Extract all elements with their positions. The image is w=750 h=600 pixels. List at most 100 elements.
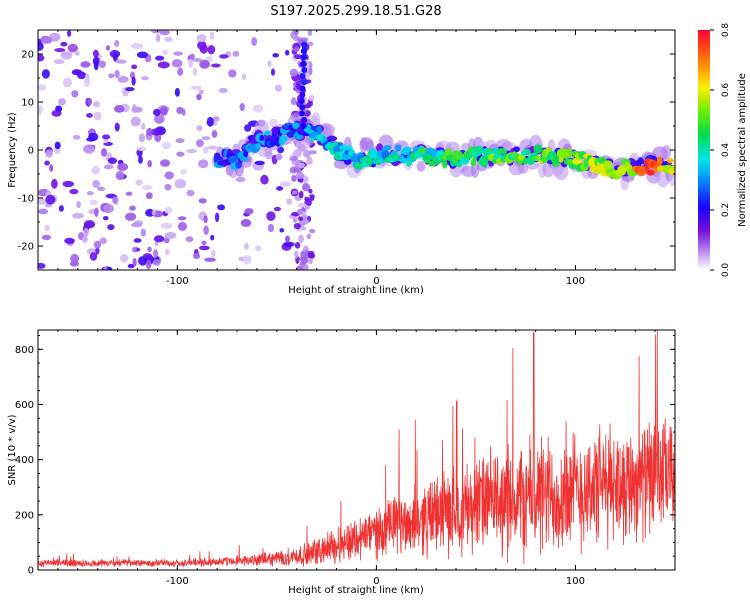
spectrogram-cell	[177, 221, 187, 232]
spectrogram-cell	[210, 234, 215, 241]
spectrogram-cell	[75, 51, 80, 56]
spectrogram-cell	[300, 48, 307, 55]
spectrogram-cell	[212, 116, 220, 122]
spectrogram-cell	[274, 84, 282, 92]
spectrogram-cell	[513, 146, 520, 153]
spectrogram-cell	[60, 41, 68, 47]
spectrogram-cell	[316, 125, 323, 135]
spectrogram-xtick-label: 0	[373, 276, 379, 287]
spectrogram-cell	[58, 98, 66, 106]
spectrogram-cell	[131, 64, 138, 70]
spectrogram-cell	[583, 157, 589, 168]
spectrogram-cell	[203, 225, 209, 236]
spectrogram-cell	[140, 228, 146, 237]
spectrogram-cell	[203, 146, 209, 154]
spectrogram-cell	[177, 67, 184, 76]
spectrogram-cell	[93, 111, 102, 121]
spectrogram-cell	[71, 90, 79, 98]
spectrogram-cell	[51, 109, 62, 117]
spectrogram-cell	[150, 30, 162, 34]
spectrogram-cell	[129, 205, 136, 211]
spectrogram-cell	[190, 53, 195, 60]
spectrogram-cell	[45, 149, 54, 158]
spectrogram-cell	[326, 135, 338, 142]
spectrogram-cell	[268, 118, 278, 128]
spectrogram-cell	[91, 165, 101, 175]
spectrogram-cell	[164, 183, 172, 191]
spectrogram-cell	[62, 77, 73, 88]
spectrogram-cell	[308, 94, 315, 102]
spectrogram-ytick-label: 10	[21, 98, 34, 109]
spectrogram-cell	[217, 204, 226, 211]
colorbar-label: Normalized spectral amplitude	[737, 73, 748, 227]
snr-xtick-label: 100	[566, 576, 585, 587]
spectrogram-cell	[153, 108, 161, 117]
spectrogram-cell	[217, 160, 228, 166]
spectrogram-cell	[304, 198, 312, 207]
spectrogram-cell	[300, 218, 310, 225]
spectrogram-cell	[176, 106, 184, 115]
spectrogram-cell	[211, 129, 218, 138]
spectrogram-cell	[470, 158, 477, 167]
spectrogram-cell	[86, 97, 93, 106]
spectrogram-cell	[44, 36, 53, 44]
spectrogram-cell	[299, 73, 306, 80]
spectrogram-cell	[83, 77, 91, 88]
spectrogram-cell	[113, 104, 125, 113]
spectrogram-cell	[135, 179, 143, 186]
spectrogram-cell	[86, 191, 94, 196]
spectrogram-cell	[198, 159, 209, 169]
spectrogram-ytick-label: -10	[18, 194, 34, 205]
spectrogram-cell	[103, 266, 108, 270]
spectrogram-cell	[260, 174, 269, 185]
spectrogram-cell	[195, 139, 204, 148]
spectrogram-cell	[353, 161, 364, 170]
spectrogram-cell	[304, 205, 310, 210]
spectrogram-cell	[551, 161, 560, 167]
spectrogram-cell	[251, 37, 258, 46]
spectrogram-cell	[103, 164, 114, 170]
spectrogram-cell	[114, 69, 120, 79]
spectrogram-cell	[473, 145, 484, 155]
spectrogram-cell	[186, 148, 197, 154]
spectrogram-cell	[131, 42, 143, 50]
colorbar-tick-label: 0.8	[721, 23, 731, 38]
spectrogram-cell	[283, 241, 295, 247]
colorbar-ticks: 0.0 0.2 0.4 0.6 0.8	[710, 23, 731, 277]
snr-ytick-label: 200	[15, 510, 34, 521]
spectrogram-cell	[279, 181, 291, 187]
snr-series-line	[38, 330, 675, 568]
figure-title: S197.2025.299.18.51.G28	[270, 4, 441, 19]
spectrogram-cell	[240, 219, 252, 227]
spectrogram-cell	[517, 162, 529, 174]
spectrogram-cell	[125, 191, 133, 196]
spectrogram-cell	[305, 72, 311, 80]
spectrogram-cell	[255, 143, 261, 150]
spectrogram-cell	[275, 153, 283, 161]
spectrogram-cell	[157, 61, 170, 69]
spectrogram-cell	[241, 73, 247, 81]
spectrogram-cell	[186, 189, 195, 197]
spectrogram-cell	[89, 200, 98, 205]
spectrogram-cell	[102, 134, 111, 140]
spectrogram-cell	[207, 145, 219, 150]
spectrogram-cell	[300, 60, 307, 67]
spectrogram-cell	[49, 164, 54, 172]
spectrogram-cell	[138, 256, 148, 266]
spectrogram-cell	[563, 148, 573, 158]
spectrogram-cell	[133, 238, 142, 243]
spectrogram-cell	[196, 125, 203, 131]
spectrogram-cell	[311, 112, 321, 129]
spectrogram-xtick-label: -100	[166, 276, 189, 287]
spectrogram-cell	[130, 222, 143, 228]
spectrogram-cell	[301, 79, 308, 86]
spectrogram-cell	[130, 116, 141, 127]
spectrogram-cell	[300, 123, 307, 129]
spectrogram-cell	[44, 160, 50, 166]
spectrogram-cell	[306, 156, 313, 165]
spectrogram-cell	[147, 246, 152, 253]
spectrogram-cell	[98, 60, 107, 68]
spectrogram-cell	[102, 203, 115, 214]
spectrogram-cell	[289, 155, 299, 161]
snr-xtick-label: 0	[373, 576, 379, 587]
